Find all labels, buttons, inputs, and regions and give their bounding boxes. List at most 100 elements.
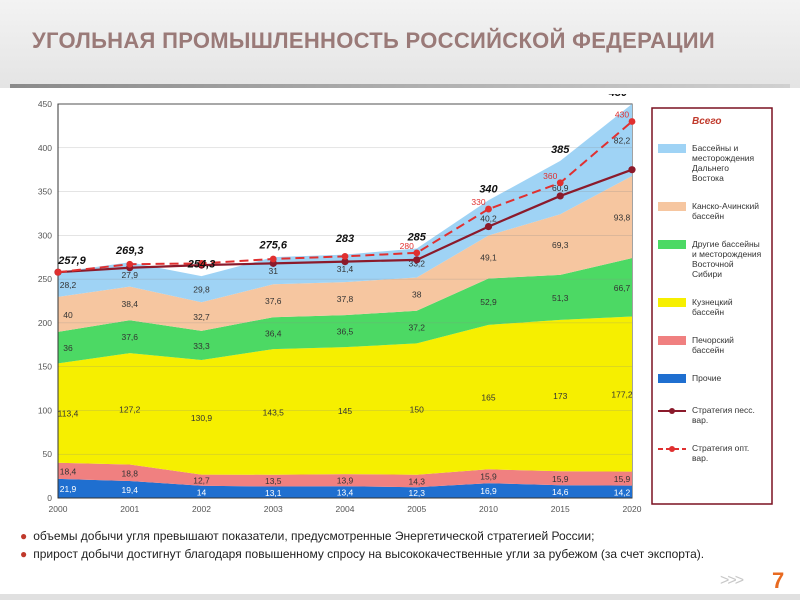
legend-label-line: Сибири <box>692 269 722 279</box>
data-label-печорский-бассейн: 18,8 <box>121 468 138 478</box>
legend-label: Стратегия песс. вар. <box>692 405 755 425</box>
header-divider <box>10 84 790 88</box>
legend-label-line: бассейн <box>692 307 724 317</box>
notes: ● объемы добычи угля превышают показатели… <box>20 528 780 564</box>
data-label-strategy-opt: 330 <box>471 197 485 207</box>
legend-label-line: Дальнего <box>692 163 729 173</box>
legend-label: Печорский бассейн <box>692 335 734 355</box>
total-label: 269,3 <box>115 245 144 257</box>
data-label-strategy-opt: 280 <box>400 241 414 251</box>
data-label-кузнецкий-бассейн: 145 <box>338 406 352 416</box>
data-label-печорский-бассейн: 15,9 <box>614 474 631 484</box>
data-label-кузнецкий-бассейн: 150 <box>410 405 424 415</box>
point-strategy-pess <box>628 166 636 174</box>
note-text: объемы добычи угля превышают показатели,… <box>33 529 595 543</box>
data-label-печорский-бассейн: 15,9 <box>552 474 569 484</box>
legend-swatch-marker <box>669 446 675 452</box>
data-label-канско-ачинский-бассейн: 69,3 <box>552 240 569 250</box>
data-label-бассейны-и-месторождения-дальнего-востока: 82,2 <box>614 135 631 145</box>
legend-label-line: Другие бассейны <box>692 239 760 249</box>
data-label-прочие: 14,2 <box>614 487 631 497</box>
legend-label-line: Востока <box>692 173 724 183</box>
x-tick-label: 2002 <box>192 504 211 514</box>
y-tick-label: 400 <box>38 143 52 153</box>
point-strategy-opt <box>485 205 492 213</box>
point-strategy-pess <box>484 222 493 231</box>
data-label-прочие: 12,3 <box>408 488 425 498</box>
legend-swatch <box>658 298 686 307</box>
data-label-канско-ачинский-бассейн: 40 <box>63 310 73 320</box>
data-label-печорский-бассейн: 18,4 <box>60 466 77 476</box>
data-label-кузнецкий-бассейн: 143,5 <box>263 407 285 417</box>
data-label-кузнецкий-бассейн: 113,4 <box>58 409 79 419</box>
x-tick-label: 2005 <box>407 504 426 514</box>
legend-label: Бассейны и месторождения Дальнего Востока <box>692 143 755 183</box>
legend-swatch-marker <box>669 408 675 414</box>
data-label-strategy-opt: 360 <box>543 171 557 181</box>
total-label: 275,6 <box>258 240 287 252</box>
point-strategy-opt <box>126 260 134 268</box>
data-label-печорский-бассейн: 14,3 <box>408 476 425 486</box>
total-label: 340 <box>479 183 498 195</box>
legend-label-line: Канско-Ачинский <box>692 201 759 211</box>
footer-bar <box>0 594 800 600</box>
legend-label-line: Кузнецкий <box>692 297 733 307</box>
area-канско-ачинский-бассейн <box>58 175 632 332</box>
point-strategy-pess <box>341 258 349 266</box>
coal-production-chart: 0 50 100 150 200 250 300 350 400 450 2000 2001 2002 2… <box>38 94 773 514</box>
header-bar <box>0 0 800 88</box>
x-tick-label: 2020 <box>623 504 642 514</box>
point-strategy-opt <box>269 255 277 263</box>
note-item: ● прирост добычи достигнут благодаря повы… <box>20 546 780 562</box>
legend-label-line: Стратегия песс. <box>692 405 755 415</box>
point-strategy-opt <box>198 259 205 267</box>
page-title: УГОЛЬНАЯ ПРОМЫШЛЕННОСТЬ РОССИЙСКОЙ ФЕДЕР… <box>32 28 715 53</box>
data-label-другие-бассейны-и-месторождения-восточной-сибири: 36,5 <box>337 327 354 337</box>
y-tick-label: 50 <box>43 449 53 459</box>
legend-label: Канско-Ачинский бассейн <box>692 201 759 221</box>
legend-label-line: бассейн <box>692 345 724 355</box>
x-tick-label: 2003 <box>264 504 283 514</box>
data-label-бассейны-и-месторождения-дальнего-востока: 33,2 <box>408 259 425 269</box>
area-кузнецкий-бассейн <box>58 316 632 475</box>
area-другие-бассейны-и-месторождения-восточной-сибири <box>58 258 632 364</box>
legend-label: Кузнецкий бассейн <box>692 297 733 317</box>
data-label-канско-ачинский-бассейн: 38,4 <box>121 299 138 309</box>
x-tick-label: 2000 <box>49 504 68 514</box>
data-label-бассейны-и-месторождения-дальнего-востока: 31,4 <box>337 264 354 274</box>
data-label-прочие: 14 <box>197 487 207 497</box>
legend-swatch <box>658 240 686 249</box>
legend-label-line: и месторождения <box>692 249 762 259</box>
y-tick-label: 0 <box>47 493 52 503</box>
data-label-кузнецкий-бассейн: 165 <box>481 393 495 403</box>
point-strategy-opt <box>54 268 62 276</box>
data-label-прочие: 19,4 <box>121 485 138 495</box>
data-label-другие-бассейны-и-месторождения-восточной-сибири: 66,7 <box>614 283 631 293</box>
data-label-прочие: 14,6 <box>552 487 569 497</box>
data-label-канско-ачинский-бассейн: 93,8 <box>614 213 631 223</box>
point-strategy-pess <box>413 256 421 264</box>
data-label-strategy-opt: 430 <box>615 110 629 120</box>
data-label-канско-ачинский-бассейн: 38 <box>412 290 422 300</box>
total-label: 285 <box>407 231 427 243</box>
x-tick-label: 2010 <box>479 504 498 514</box>
bullet-icon: ● <box>20 529 28 543</box>
legend-label-line: Бассейны и <box>692 143 738 153</box>
total-label: 254,3 <box>187 258 216 270</box>
data-label-другие-бассейны-и-месторождения-восточной-сибири: 37,2 <box>408 323 425 333</box>
data-label-другие-бассейны-и-месторождения-восточной-сибири: 33,3 <box>193 341 210 351</box>
data-label-кузнецкий-бассейн: 127,2 <box>119 404 141 414</box>
legend-label-line: Прочие <box>692 373 722 383</box>
y-tick-label: 100 <box>38 405 52 415</box>
x-tick-label: 2015 <box>551 504 570 514</box>
point-strategy-opt <box>341 252 349 260</box>
data-label-печорский-бассейн: 15,9 <box>480 472 497 482</box>
point-strategy-opt <box>556 179 564 187</box>
data-label-бассейны-и-месторождения-дальнего-востока: 40,2 <box>480 213 497 223</box>
data-label-канско-ачинский-бассейн: 37,8 <box>337 294 354 304</box>
next-arrows-icon[interactable]: >>> <box>720 572 744 589</box>
data-label-другие-бассейны-и-месторождения-восточной-сибири: 51,3 <box>552 293 569 303</box>
y-tick-label: 250 <box>38 274 52 284</box>
y-tick-label: 300 <box>38 230 52 240</box>
total-label: 385 <box>551 144 570 156</box>
